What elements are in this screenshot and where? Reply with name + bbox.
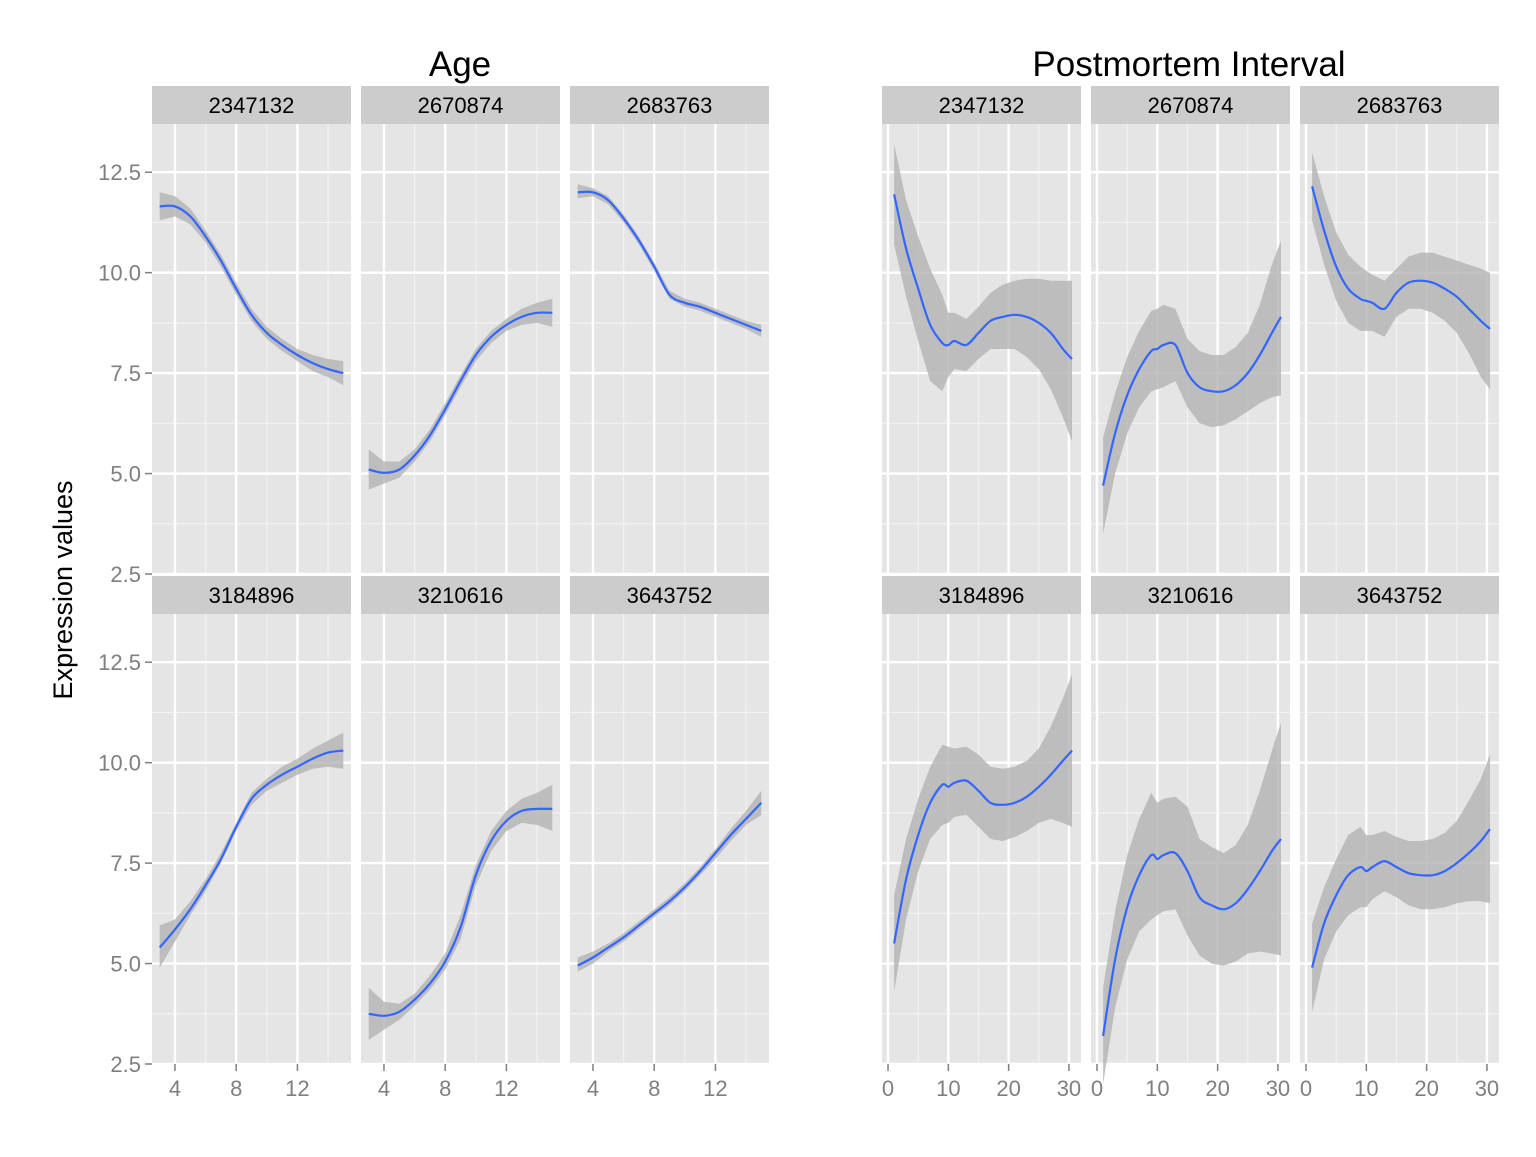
pmi-panel-3643752-strip-label: 3643752 <box>1357 583 1443 608</box>
pmi-panel-2683763-strip <box>1300 86 1499 124</box>
pmi-panel-3643752-x-tick-label: 20 <box>1414 1076 1438 1101</box>
pmi-panel-3184896-x-tick-label: 0 <box>882 1076 894 1101</box>
age-panel-3184896-y-tick-label: 10.0 <box>98 751 141 776</box>
age-panel-3184896-y-tick-label: 5.0 <box>110 952 141 977</box>
age-panel-2683763-smooth-line <box>577 190 762 332</box>
pmi-panel-3643752-x-tick-label: 0 <box>1300 1076 1312 1101</box>
age-panel-3184896-smooth-line <box>158 749 344 949</box>
pmi-panel-2670874-strip-label: 2670874 <box>1148 93 1234 118</box>
age-panel-3210616-x-tick-label: 8 <box>439 1076 451 1101</box>
age-panel-3643752-strip <box>570 576 769 614</box>
pmi-panel-3210616-x-tick-label: 0 <box>1091 1076 1103 1101</box>
age-panel-3184896-strip <box>152 576 351 614</box>
age-panel-3184896-confidence-band <box>159 732 344 968</box>
pmi-panel-3184896-confidence-band <box>894 674 1072 992</box>
pmi-panel-3184896-strip-label: 3184896 <box>939 583 1025 608</box>
pmi-panel-group-title: Postmortem Interval <box>1032 45 1345 84</box>
pmi-panel-2347132-confidence-band <box>894 144 1072 442</box>
pmi-panel-3643752-x-tick-label: 30 <box>1475 1076 1499 1101</box>
age-panel-2347132-y-tick-label: 12.5 <box>98 160 141 185</box>
age-panel-2347132-smooth-line <box>159 204 344 375</box>
pmi-panel-3210616-x-tick-label: 10 <box>1145 1076 1169 1101</box>
pmi-panel-2683763-confidence-band <box>1312 152 1490 390</box>
age-panel-2670874-confidence-band <box>368 298 553 490</box>
age-panel-3184896-y-tick-label: 2.5 <box>110 1052 141 1077</box>
pmi-panel-3184896-x-tick-label: 30 <box>1057 1076 1081 1101</box>
age-panel-3184896-background <box>152 614 351 1064</box>
age-panel-2347132-y-tick-label: 7.5 <box>110 361 141 386</box>
age-panel-2683763-strip <box>570 86 769 124</box>
pmi-panel-3210616-x-tick-label: 20 <box>1205 1076 1229 1101</box>
pmi-panel-2347132-strip <box>882 86 1081 124</box>
age-panel-3184896-strip-label: 3184896 <box>209 583 295 608</box>
age-panel-3643752-confidence-band <box>577 790 762 972</box>
pmi-panel-3210616-strip <box>1091 576 1290 614</box>
age-panel-3210616-smooth-line <box>368 807 553 1017</box>
age-panel-2347132-y-tick-label: 2.5 <box>110 562 141 587</box>
age-panel-2683763-confidence-band <box>577 184 762 337</box>
pmi-panel-3643752-confidence-band <box>1312 754 1490 1012</box>
pmi-panel-2683763-smooth-line <box>1311 186 1491 330</box>
age-panel-2347132-strip-label: 2347132 <box>209 93 295 118</box>
age-panel-3210616-background <box>361 614 560 1064</box>
pmi-panel-3184896-smooth-line <box>893 749 1073 944</box>
age-panel-3184896-y-tick-label: 7.5 <box>110 851 141 876</box>
pmi-panel-2683763-background <box>1300 124 1499 574</box>
age-panel-3210616-confidence-band <box>368 784 553 1040</box>
age-panel-3643752-strip-label: 3643752 <box>627 583 713 608</box>
age-panel-3210616-strip-label: 3210616 <box>418 583 504 608</box>
pmi-panel-3210616-smooth-line <box>1102 838 1282 1037</box>
age-panel-2670874-strip-label: 2670874 <box>418 93 504 118</box>
pmi-panel-3643752-strip <box>1300 576 1499 614</box>
age-panel-2347132-y-tick-label: 5.0 <box>110 462 141 487</box>
pmi-panel-3184896-x-tick-label: 10 <box>936 1076 960 1101</box>
pmi-panel-3643752-smooth-line <box>1311 828 1491 968</box>
age-panel-3210616-strip <box>361 576 560 614</box>
age-panel-2347132-background <box>152 124 351 574</box>
age-panel-3643752-x-tick-label: 8 <box>648 1076 660 1101</box>
age-panel-3643752-x-tick-label: 4 <box>587 1076 599 1101</box>
age-panel-2347132-strip <box>152 86 351 124</box>
pmi-panel-3643752-x-tick-label: 10 <box>1354 1076 1378 1101</box>
age-panel-2670874-strip <box>361 86 560 124</box>
age-panel-2670874-background <box>361 124 560 574</box>
pmi-panel-2347132-smooth-line <box>893 194 1073 360</box>
age-panel-2347132-y-tick-label: 10.0 <box>98 261 141 286</box>
age-panel-3210616-x-tick-label: 12 <box>494 1076 518 1101</box>
pmi-panel-2347132-strip-label: 2347132 <box>939 93 1025 118</box>
pmi-panel-2670874-strip <box>1091 86 1290 124</box>
y-axis-title: Expression values <box>48 480 78 699</box>
pmi-panel-3184896-strip <box>882 576 1081 614</box>
age-panel-3643752-background <box>570 614 769 1064</box>
age-panel-2683763-background <box>570 124 769 574</box>
pmi-panel-2670874-confidence-band <box>1103 240 1281 534</box>
pmi-panel-2683763-strip-label: 2683763 <box>1357 93 1443 118</box>
age-panel-3184896-x-tick-label: 4 <box>169 1076 181 1101</box>
age-panel-3643752-x-tick-label: 12 <box>703 1076 727 1101</box>
age-panel-3643752-smooth-line <box>577 802 763 967</box>
age-panel-2347132-confidence-band <box>159 192 344 386</box>
age-panel-2683763-strip-label: 2683763 <box>627 93 713 118</box>
age-panel-2670874-smooth-line <box>368 311 553 474</box>
pmi-panel-3210616-confidence-band <box>1103 722 1281 1085</box>
age-panel-3184896-x-tick-label: 8 <box>230 1076 242 1101</box>
pmi-panel-3184896-x-tick-label: 20 <box>996 1076 1020 1101</box>
age-panel-3184896-x-tick-label: 12 <box>285 1076 309 1101</box>
age-panel-3184896-y-tick-label: 12.5 <box>98 650 141 675</box>
pmi-panel-2670874-smooth-line <box>1102 316 1282 486</box>
pmi-panel-3210616-strip-label: 3210616 <box>1148 583 1234 608</box>
age-panel-group-title: Age <box>429 45 491 84</box>
pmi-panel-3210616-x-tick-label: 30 <box>1266 1076 1290 1101</box>
age-panel-3210616-x-tick-label: 4 <box>378 1076 390 1101</box>
